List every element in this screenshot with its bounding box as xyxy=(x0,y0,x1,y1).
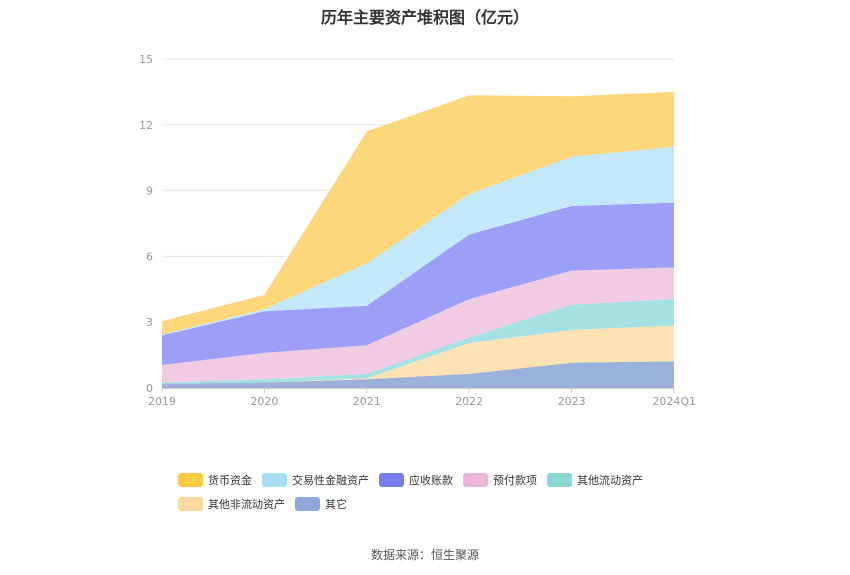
area-series xyxy=(162,91,674,388)
y-tick-label: 15 xyxy=(139,53,153,66)
legend-label: 其他流动资产 xyxy=(577,474,643,487)
legend-swatch xyxy=(178,497,203,511)
x-tick-label: 2024Q1 xyxy=(652,395,696,408)
legend-label: 其他非流动资产 xyxy=(208,498,285,511)
y-tick-label: 3 xyxy=(146,316,153,329)
legend-label: 应收账款 xyxy=(409,474,453,487)
legend-item[interactable]: 其他非流动资产 xyxy=(178,496,285,512)
legend: 货币资金 交易性金融资产 应收账款 预付款项 其他流动资产其他非流动资产 其它 xyxy=(178,472,698,520)
legend-label: 交易性金融资产 xyxy=(292,474,369,487)
y-tick-label: 12 xyxy=(139,119,153,132)
legend-item[interactable]: 货币资金 xyxy=(178,472,252,488)
x-tick-label: 2019 xyxy=(148,395,176,408)
x-tick-label: 2020 xyxy=(250,395,278,408)
legend-swatch xyxy=(178,473,203,487)
legend-item[interactable]: 应收账款 xyxy=(379,472,453,488)
legend-swatch xyxy=(463,473,488,487)
chart-title: 历年主要资产堆积图（亿元） xyxy=(320,8,529,27)
legend-swatch xyxy=(379,473,404,487)
legend-label: 其它 xyxy=(325,498,347,511)
y-tick-label: 6 xyxy=(146,250,153,263)
area-6[interactable] xyxy=(162,91,674,335)
x-tick-label: 2021 xyxy=(353,395,381,408)
data-source: 数据来源：恒生聚源 xyxy=(370,548,479,562)
legend-label: 预付款项 xyxy=(493,474,537,487)
area-1[interactable] xyxy=(162,325,674,384)
legend-item[interactable]: 预付款项 xyxy=(463,472,537,488)
legend-item[interactable]: 其他流动资产 xyxy=(547,472,643,488)
area-0[interactable] xyxy=(162,361,674,388)
legend-item[interactable]: 交易性金融资产 xyxy=(262,472,369,488)
axes: 0 3 6 9 12 15 2019 2020 2021 2022 2023 2024Q1 xyxy=(139,53,696,408)
legend-label: 货币资金 xyxy=(208,474,252,487)
legend-swatch xyxy=(262,473,287,487)
legend-swatch xyxy=(295,497,320,511)
y-tick-label: 0 xyxy=(146,382,153,395)
legend-item[interactable]: 其它 xyxy=(295,496,347,512)
y-tick-label: 9 xyxy=(146,185,153,198)
area-4[interactable] xyxy=(162,202,674,365)
x-tick-label: 2022 xyxy=(455,395,483,408)
area-2[interactable] xyxy=(162,299,674,384)
legend-swatch xyxy=(547,473,572,487)
area-5[interactable] xyxy=(162,146,674,336)
x-tick-label: 2023 xyxy=(558,395,586,408)
area-3[interactable] xyxy=(162,267,674,383)
